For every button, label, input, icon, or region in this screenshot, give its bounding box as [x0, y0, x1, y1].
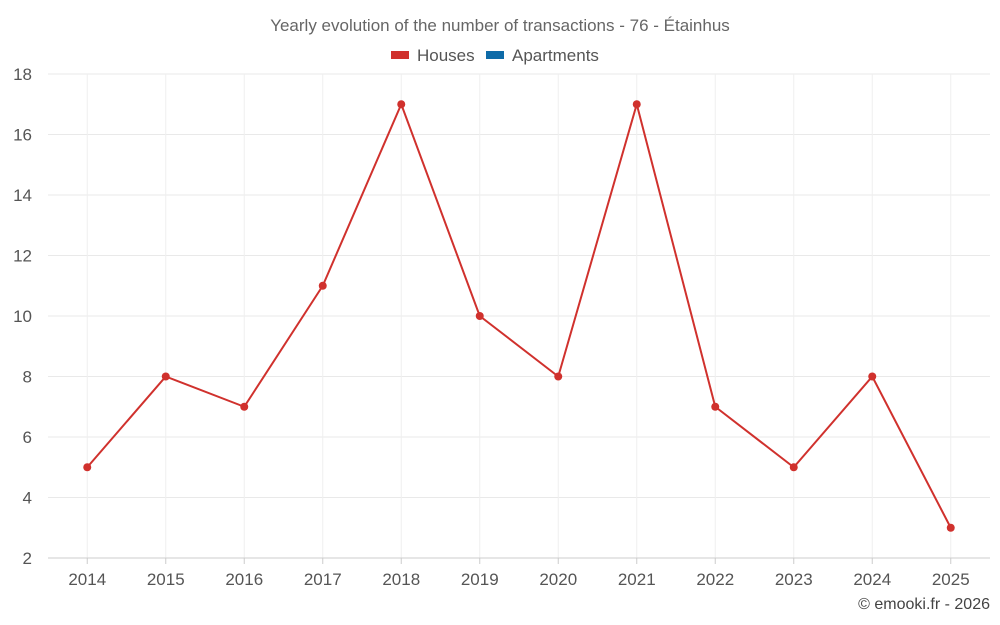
x-tick-label: 2014 — [68, 570, 106, 589]
y-tick-label: 10 — [13, 307, 32, 326]
y-tick-label: 4 — [23, 489, 32, 508]
data-point[interactable] — [240, 402, 249, 411]
data-point[interactable] — [632, 100, 641, 109]
data-point[interactable] — [397, 100, 406, 109]
x-tick-label: 2023 — [775, 570, 813, 589]
x-tick-label: 2015 — [147, 570, 185, 589]
data-point[interactable] — [318, 281, 327, 290]
x-tick-label: 2018 — [382, 570, 420, 589]
y-tick-label: 16 — [13, 126, 32, 145]
data-point[interactable] — [946, 523, 955, 532]
x-axis: 2014 2015 2016 2017 2018 2019 2020 2021 2022 2023… — [48, 557, 990, 589]
credit: © emooki.fr - 2026 — [858, 596, 990, 613]
legend-item-houses[interactable]: Houses — [391, 46, 475, 65]
data-point[interactable] — [475, 312, 484, 320]
x-tick-label: 2019 — [461, 570, 499, 589]
data-point[interactable] — [161, 372, 170, 381]
x-tick-label: 2022 — [696, 570, 734, 589]
y-tick-label: 14 — [13, 186, 32, 205]
legend-label-apartments: Apartments — [512, 46, 599, 65]
legend-swatch-houses — [391, 51, 409, 59]
data-point[interactable] — [789, 463, 798, 472]
y-tick-label: 18 — [13, 65, 32, 84]
legend: Houses Apartments — [391, 46, 599, 65]
y-tick-label: 6 — [23, 428, 32, 447]
series-line-houses — [86, 103, 952, 529]
legend-label-houses: Houses — [417, 46, 475, 65]
data-point[interactable] — [83, 463, 92, 472]
data-point[interactable] — [711, 402, 720, 411]
y-tick-label: 2 — [23, 549, 32, 568]
x-tick-label: 2024 — [853, 570, 891, 589]
y-tick-label: 8 — [23, 368, 32, 387]
data-point[interactable] — [868, 372, 877, 381]
x-tick-label: 2017 — [304, 570, 342, 589]
x-tick-label: 2025 — [932, 570, 970, 589]
x-tick-label: 2021 — [618, 570, 656, 589]
chart-title: Yearly evolution of the number of transa… — [270, 16, 730, 35]
legend-swatch-apartments — [486, 51, 504, 59]
series-houses — [83, 100, 955, 532]
legend-item-apartments[interactable]: Apartments — [486, 46, 599, 65]
x-tick-label: 2020 — [539, 570, 577, 589]
y-axis: 2 4 6 8 10 12 14 16 18 — [13, 65, 32, 568]
y-tick-label: 12 — [13, 247, 32, 266]
data-point[interactable] — [554, 372, 563, 381]
x-tick-label: 2016 — [225, 570, 263, 589]
grid — [48, 73, 990, 559]
